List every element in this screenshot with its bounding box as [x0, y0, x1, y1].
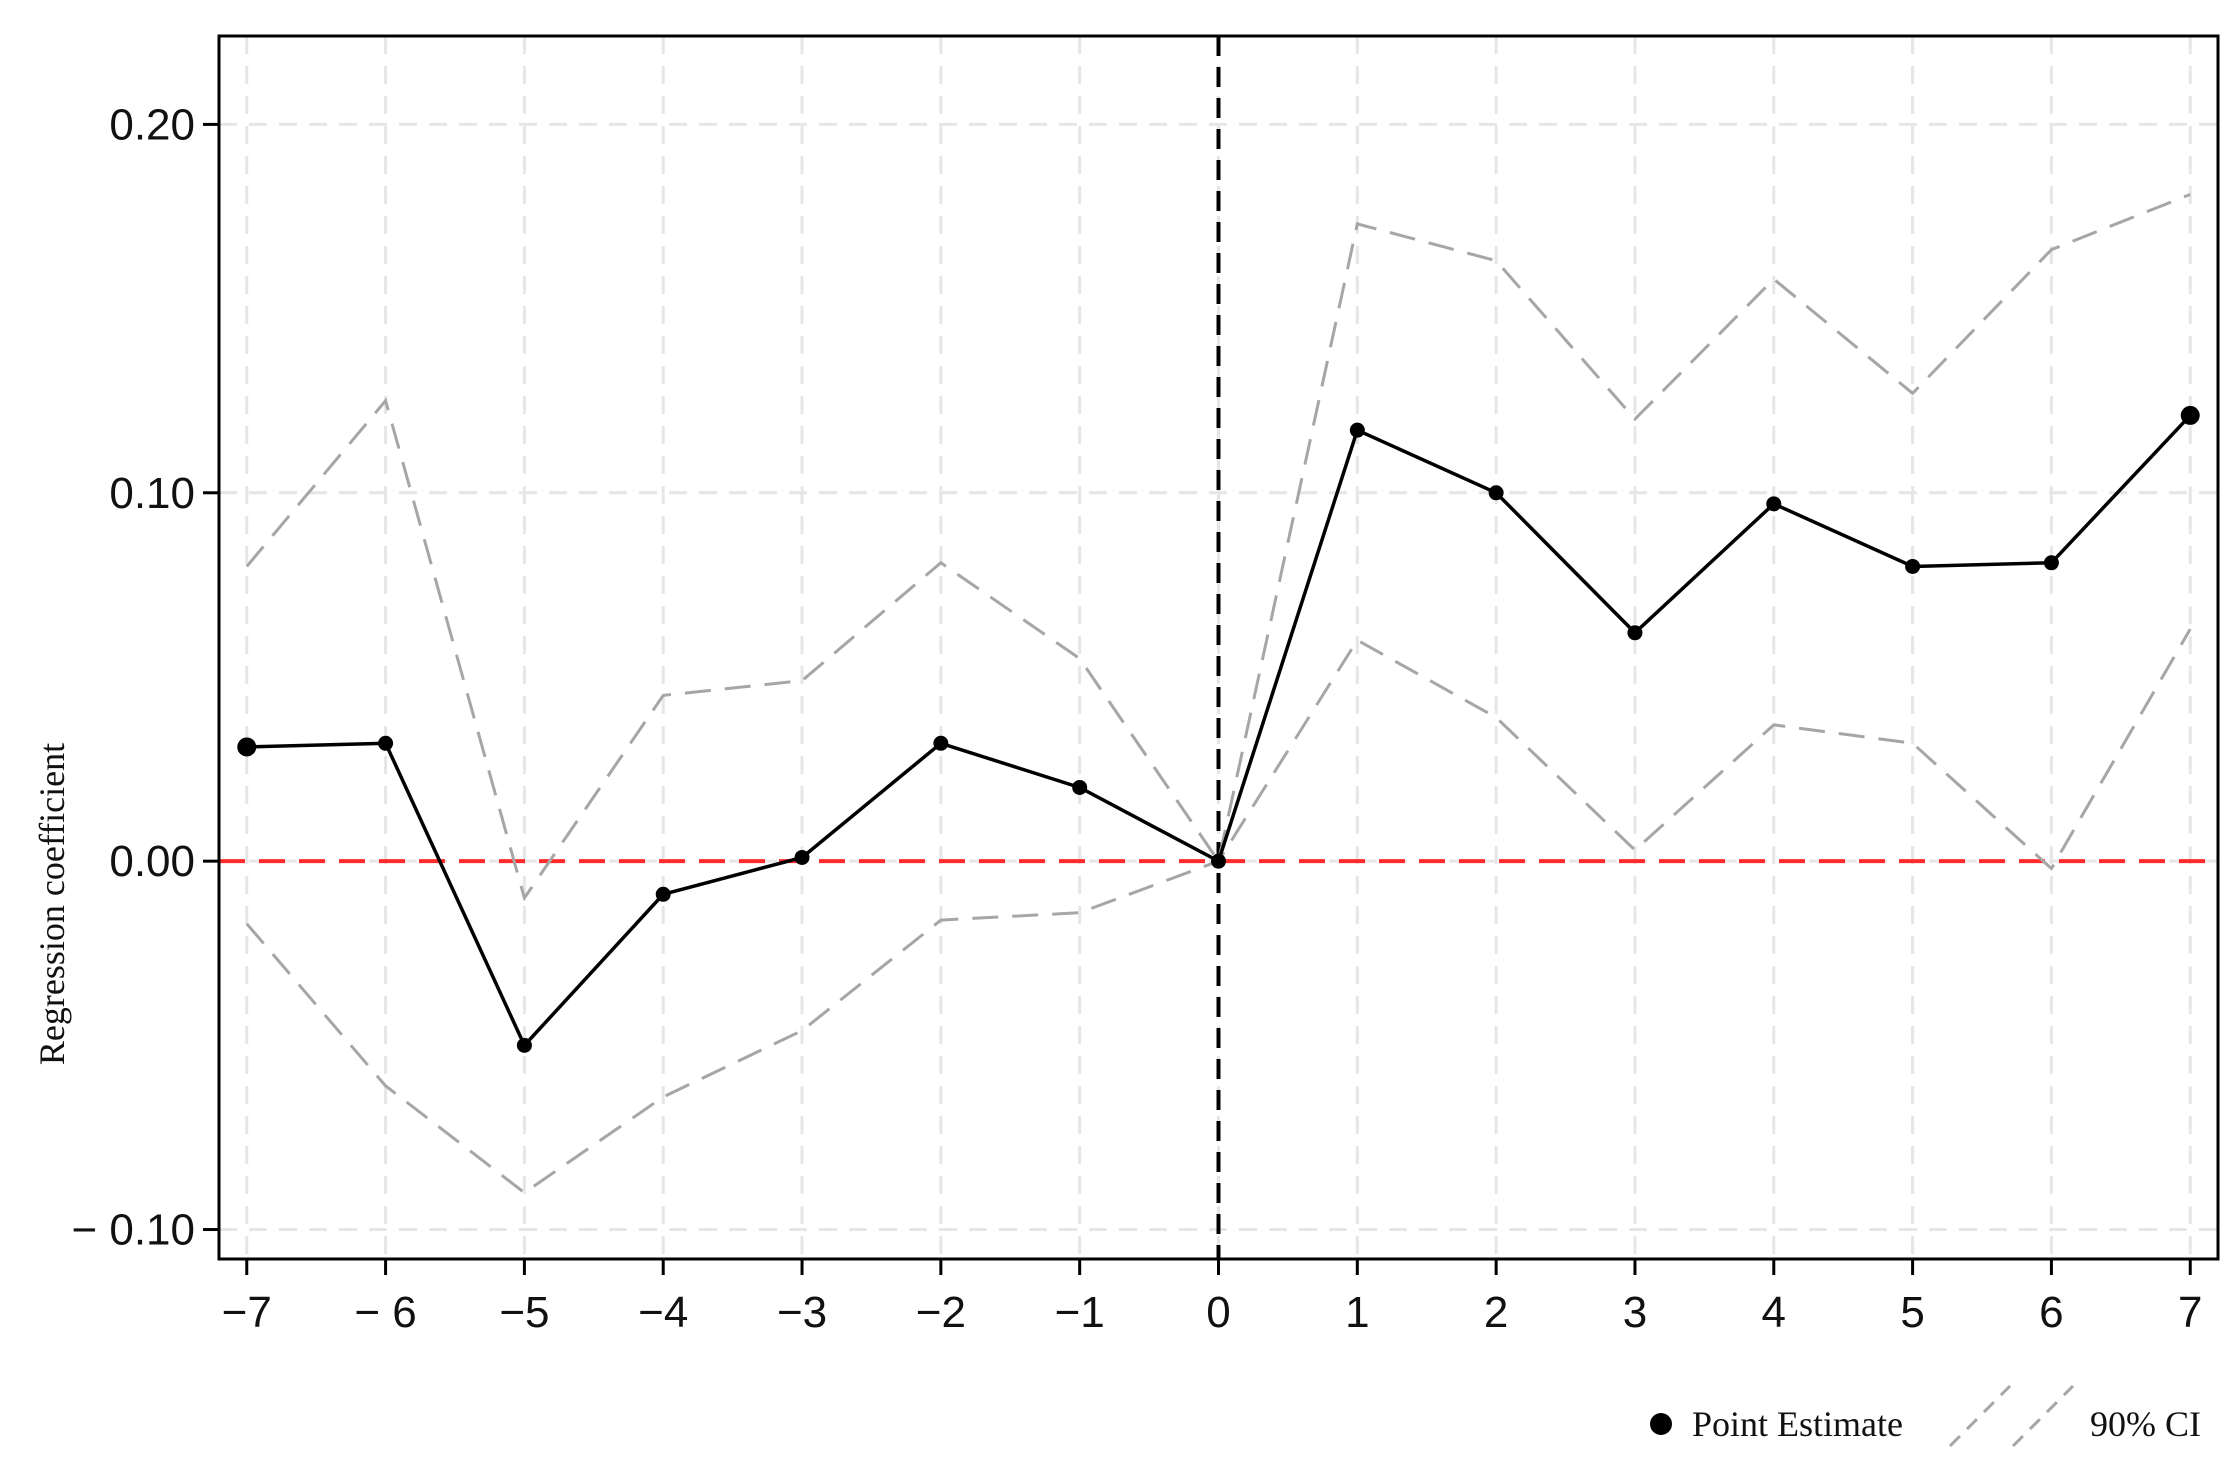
x-tick-label-6: −1	[1055, 1288, 1105, 1337]
point-estimate-marker-6	[1072, 779, 1088, 795]
legend-label-ci: 90% CI	[2090, 1404, 2201, 1444]
point-estimate-marker-14	[2180, 405, 2200, 425]
legend-marker-ci-2	[2011, 1384, 2075, 1448]
y-tick-label-2: 0.10	[109, 469, 195, 518]
legend: Point Estimate 90% CI	[1650, 1384, 2201, 1448]
estimate-series	[237, 405, 2200, 1053]
x-tick-label-12: 5	[1900, 1288, 1924, 1337]
x-tick-label-11: 4	[1762, 1288, 1786, 1337]
y-tick-label-0: − 0.10	[71, 1206, 195, 1255]
ci-upper-line	[245, 193, 2191, 902]
point-estimate-marker-1	[378, 735, 394, 751]
x-tick-label-10: 3	[1623, 1288, 1647, 1337]
x-tick-label-4: −3	[777, 1288, 827, 1337]
reference-lines	[219, 36, 2218, 1259]
x-tick-label-2: −5	[499, 1288, 549, 1337]
x-tick-label-5: −2	[916, 1288, 966, 1337]
point-estimate-marker-8	[1349, 422, 1365, 438]
point-estimate-marker-0	[237, 737, 257, 757]
x-tick-label-1: − 6	[354, 1288, 416, 1337]
point-estimate-marker-2	[516, 1037, 532, 1053]
y-axis-title: Regression coefficient	[32, 743, 72, 1065]
point-estimate-marker-7	[1211, 853, 1226, 869]
point-estimate-marker-11	[1766, 496, 1782, 512]
point-estimate-marker-4	[794, 849, 810, 865]
x-tick-label-14: 7	[2178, 1288, 2202, 1337]
legend-marker-point-estimate	[1650, 1413, 1672, 1435]
point-estimate-marker-13	[2043, 555, 2059, 571]
x-tick-label-8: 1	[1345, 1288, 1369, 1337]
y-axis: − 0.10 0.00 0.10 0.20	[71, 100, 219, 1255]
point-estimate-marker-5	[933, 735, 949, 751]
legend-label-point-estimate: Point Estimate	[1692, 1404, 1903, 1444]
point-estimate-marker-10	[1627, 625, 1643, 641]
x-tick-label-7: 0	[1206, 1288, 1230, 1337]
x-axis: −7 − 6 −5 −4 −3 −2 −1 0 1 2 3 4 5 6 7	[222, 1259, 2202, 1337]
point-estimate-marker-12	[1905, 558, 1921, 574]
y-tick-label-1: 0.00	[109, 837, 195, 886]
point-estimate-marker-9	[1488, 485, 1504, 501]
y-tick-label-3: 0.20	[109, 100, 195, 149]
point-estimate-marker-3	[655, 886, 671, 902]
x-tick-label-3: −4	[638, 1288, 688, 1337]
x-tick-label-0: −7	[222, 1288, 272, 1337]
x-tick-label-13: 6	[2039, 1288, 2063, 1337]
x-tick-label-9: 2	[1484, 1288, 1508, 1337]
legend-marker-ci-1	[1948, 1384, 2012, 1448]
